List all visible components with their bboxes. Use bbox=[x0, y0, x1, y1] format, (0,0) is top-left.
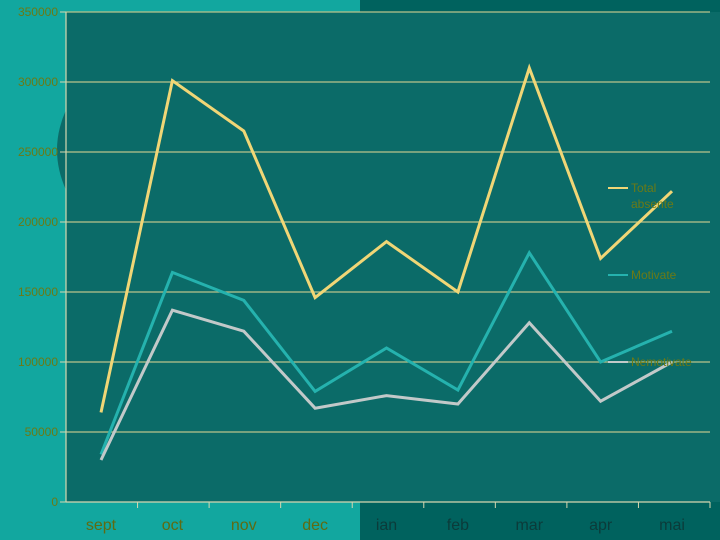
y-axis-ticks: 0 50000 100000 150000 200000 250000 300000 3500… bbox=[18, 5, 58, 509]
y-tick-label: 0 bbox=[51, 495, 58, 509]
y-tick-label: 350000 bbox=[18, 5, 58, 19]
y-tick-label: 250000 bbox=[18, 145, 58, 159]
x-tick-label: dec bbox=[302, 517, 328, 534]
y-tick-label: 200000 bbox=[18, 215, 58, 229]
x-tick-label: sept bbox=[86, 517, 117, 534]
legend-label: Motivate bbox=[631, 268, 677, 282]
x-tick-label: oct bbox=[162, 517, 184, 534]
legend-label: Total absente bbox=[631, 181, 674, 211]
x-tick-label: apr bbox=[589, 517, 613, 534]
y-tick-label: 150000 bbox=[18, 285, 58, 299]
y-tick-label: 100000 bbox=[18, 355, 58, 369]
x-tick-label: nov bbox=[231, 517, 257, 534]
gridlines bbox=[66, 11, 710, 433]
x-tick-label: mar bbox=[515, 517, 543, 534]
series-line bbox=[99, 63, 674, 413]
series-line bbox=[99, 249, 673, 455]
legend-label: Nemotivate bbox=[631, 355, 692, 369]
x-axis-ticks: sept oct nov dec ian feb mar apr mai bbox=[86, 517, 685, 534]
axes bbox=[60, 11, 711, 508]
x-tick-label: mai bbox=[659, 517, 685, 534]
series-lines bbox=[99, 63, 674, 461]
y-tick-label: 50000 bbox=[25, 425, 59, 439]
decorative-arc bbox=[57, 110, 66, 190]
y-tick-label: 300000 bbox=[18, 75, 58, 89]
plot-area-panel bbox=[66, 12, 720, 502]
legend: Total absente Motivate Nemotivate bbox=[608, 181, 692, 369]
x-tick-label: feb bbox=[447, 517, 469, 534]
x-tick-label: ian bbox=[376, 517, 397, 534]
series-line bbox=[99, 308, 673, 461]
